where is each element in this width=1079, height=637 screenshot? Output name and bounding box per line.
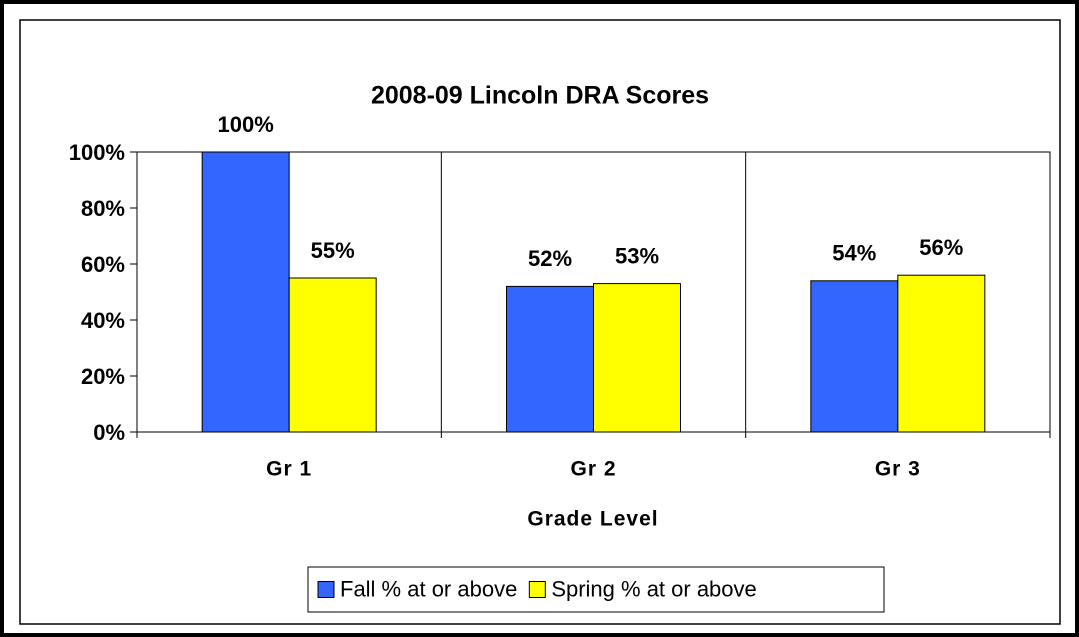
y-tick-label: 60% bbox=[81, 252, 125, 277]
legend-swatch bbox=[317, 581, 335, 598]
y-tick-label: 20% bbox=[81, 364, 125, 389]
x-tick-label: Gr 3 bbox=[875, 458, 921, 481]
bar bbox=[593, 283, 681, 433]
legend-swatch bbox=[528, 581, 546, 598]
y-tick-label: 40% bbox=[81, 308, 125, 333]
value-label: 100% bbox=[218, 112, 274, 137]
y-tick-label: 0% bbox=[93, 420, 125, 445]
x-tick-label: Gr 1 bbox=[266, 458, 312, 481]
bar bbox=[506, 285, 594, 433]
value-label: 53% bbox=[615, 243, 659, 268]
bar bbox=[288, 277, 377, 433]
value-label: 56% bbox=[919, 235, 963, 260]
legend-label: Fall % at or above bbox=[340, 576, 517, 601]
value-label: 52% bbox=[528, 246, 572, 271]
bar bbox=[201, 151, 290, 433]
y-tick-label: 80% bbox=[81, 196, 125, 221]
value-label: 54% bbox=[832, 241, 876, 266]
x-tick-label: Gr 2 bbox=[570, 458, 616, 481]
bar bbox=[897, 274, 986, 433]
inner-frame bbox=[19, 19, 1061, 625]
x-axis-title: Grade Level bbox=[527, 508, 658, 531]
chart-title: 2008-09 Lincoln DRA Scores bbox=[371, 82, 709, 110]
bar bbox=[810, 280, 899, 433]
y-tick-label: 100% bbox=[69, 140, 125, 165]
value-label: 55% bbox=[311, 238, 355, 263]
legend-box bbox=[307, 566, 885, 613]
legend-label: Spring % at or above bbox=[551, 576, 756, 601]
